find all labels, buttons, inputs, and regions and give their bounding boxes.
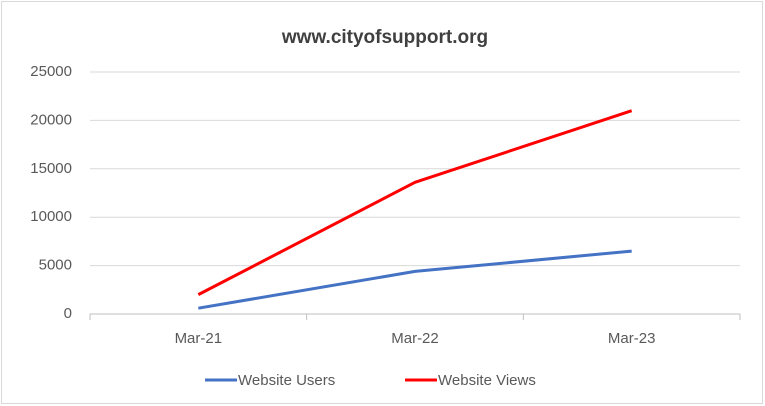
- y-tick-label: 5000: [39, 257, 72, 274]
- legend-label: Website Users: [238, 372, 335, 389]
- legend-label: Website Views: [438, 372, 536, 389]
- series-line: [198, 249, 632, 310]
- y-tick-label: 20000: [30, 111, 72, 128]
- y-tick-label: 10000: [30, 208, 72, 225]
- x-tick-label: Mar-22: [391, 330, 439, 347]
- chart-title: www.cityofsupport.org: [281, 27, 488, 48]
- x-tick-label: Mar-21: [175, 330, 223, 347]
- y-tick-label: 15000: [30, 160, 72, 177]
- y-tick-label: 0: [64, 305, 72, 322]
- series-line: [197, 109, 633, 296]
- y-tick-label: 25000: [30, 63, 72, 80]
- x-tick-label: Mar-23: [608, 330, 656, 347]
